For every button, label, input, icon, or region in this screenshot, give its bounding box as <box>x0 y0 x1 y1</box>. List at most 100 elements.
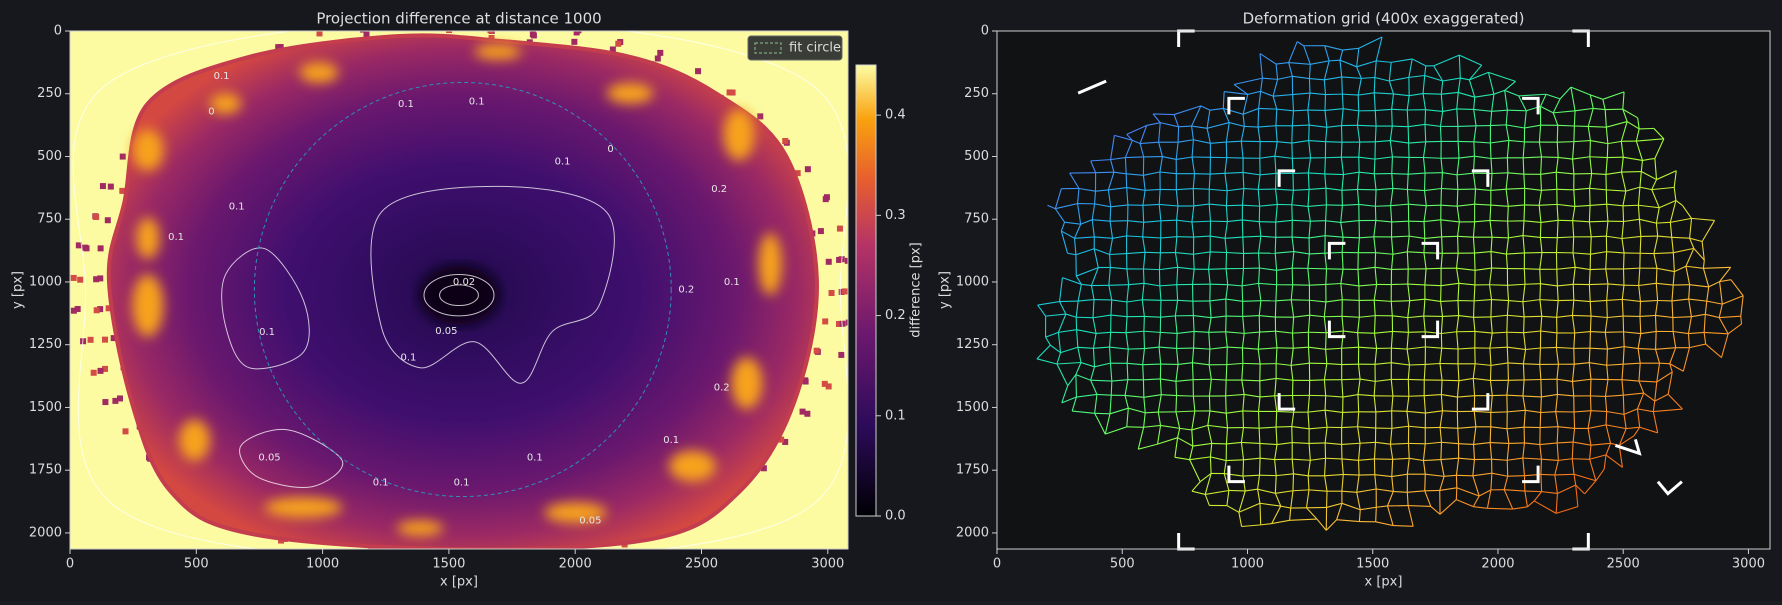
mesh-line <box>1424 253 1442 254</box>
y-tick-label: 1500 <box>29 400 62 415</box>
mesh-line <box>1176 396 1177 412</box>
mesh-line <box>1557 220 1558 237</box>
mesh-line <box>1590 316 1591 331</box>
mesh-line <box>1342 379 1360 380</box>
mesh-line <box>1209 396 1210 411</box>
mesh-line <box>1243 411 1244 428</box>
hot-spot <box>132 129 163 170</box>
mesh-line <box>1309 284 1325 285</box>
mesh-line <box>1376 507 1377 522</box>
mesh-line <box>1442 411 1457 412</box>
heatmap-cell <box>108 184 114 190</box>
mesh-line <box>1491 412 1507 413</box>
contour-label: 0.1 <box>454 478 470 489</box>
mesh-line <box>1425 474 1426 491</box>
mesh-line <box>1127 363 1128 379</box>
mesh-line <box>1540 222 1541 237</box>
mesh-line <box>1293 474 1294 491</box>
mesh-line <box>1308 173 1309 190</box>
mesh-line <box>1392 109 1408 110</box>
heatmap-cell <box>695 68 701 74</box>
mesh-line <box>1458 301 1459 316</box>
hot-spot <box>724 109 755 161</box>
mesh-line <box>1128 349 1144 350</box>
mesh-line <box>1325 252 1342 253</box>
mesh-line <box>1110 207 1111 221</box>
axes-background <box>997 31 1770 549</box>
heatmap-cell <box>71 275 77 281</box>
heatmap-cell <box>93 276 99 282</box>
heatmap-cell <box>782 138 788 144</box>
mesh-line <box>1441 380 1442 394</box>
mesh-line <box>1656 331 1657 349</box>
mesh-line <box>1607 300 1608 317</box>
mesh-line <box>1145 252 1160 253</box>
heatmap-cell <box>120 154 126 160</box>
heatmap-cell <box>838 352 844 358</box>
mesh-line <box>1424 222 1425 239</box>
mesh-line <box>1143 269 1159 270</box>
heatmap-cell <box>615 41 621 47</box>
mesh-line <box>1555 474 1574 475</box>
mesh-line <box>1425 124 1426 141</box>
x-tick-label: 1500 <box>432 557 465 572</box>
contour-label: 0.05 <box>579 515 601 526</box>
mesh-line <box>1541 474 1542 491</box>
mesh-line <box>1540 284 1541 300</box>
mesh-line <box>1359 460 1360 475</box>
mesh-line <box>1557 142 1574 143</box>
heatmap-cell <box>84 245 90 251</box>
mesh-line <box>1492 173 1508 174</box>
mesh-line <box>1590 141 1591 157</box>
mesh-line <box>1408 318 1409 333</box>
contour-label: 0.1 <box>168 232 184 243</box>
mesh-line <box>1144 331 1145 348</box>
mesh-line <box>1589 205 1590 221</box>
heatmap-cell <box>102 337 108 343</box>
heatmap-cell <box>102 399 108 405</box>
mesh-line <box>1325 174 1344 175</box>
mesh-line <box>1590 269 1606 270</box>
mesh-line <box>1487 508 1512 509</box>
heatmap-cell <box>814 348 820 354</box>
x-tick-label: 500 <box>1110 557 1135 572</box>
heatmap-cell <box>757 113 763 119</box>
x-tick-label: 500 <box>184 557 209 572</box>
heatmap-cell <box>829 290 835 296</box>
mesh-line <box>1193 189 1209 190</box>
y-tick-label: 0 <box>981 24 989 39</box>
mesh-line <box>1153 114 1174 115</box>
colorbar-tick-label: 0.2 <box>885 308 906 323</box>
mesh-line <box>1358 333 1375 334</box>
contour-label: 0 <box>607 144 613 155</box>
mesh-line <box>1275 237 1276 253</box>
y-axis-label: y [px] <box>938 271 953 309</box>
mesh-line <box>1392 174 1408 175</box>
mesh-line <box>1276 285 1277 301</box>
chart-title: Projection difference at distance 1000 <box>316 10 601 28</box>
mesh-line <box>1143 205 1144 222</box>
contour-label: 0.1 <box>214 71 230 82</box>
y-tick-label: 1000 <box>29 274 62 289</box>
mesh-line <box>1589 221 1608 222</box>
mesh-line <box>1374 159 1375 174</box>
contour-label: 0.1 <box>527 453 543 464</box>
y-tick-label: 250 <box>964 86 989 101</box>
mesh-line <box>1326 333 1327 350</box>
contour-label: 0.1 <box>663 435 679 446</box>
mesh-line <box>1508 206 1509 221</box>
mesh-line <box>1125 157 1143 158</box>
mesh-line <box>1374 316 1375 334</box>
heatmap: 0.020.050.10.10.10.100.10.10.10.050.10.2… <box>70 10 852 575</box>
mesh-line <box>1557 125 1558 142</box>
mesh-line <box>1276 411 1277 427</box>
mesh-line <box>1741 316 1742 324</box>
mesh-line <box>1573 237 1574 253</box>
hot-spot <box>607 83 654 104</box>
heatmap-cell <box>100 183 106 189</box>
mesh-line <box>1425 173 1426 191</box>
mesh-line <box>1226 191 1227 206</box>
mesh-line <box>1260 458 1261 475</box>
